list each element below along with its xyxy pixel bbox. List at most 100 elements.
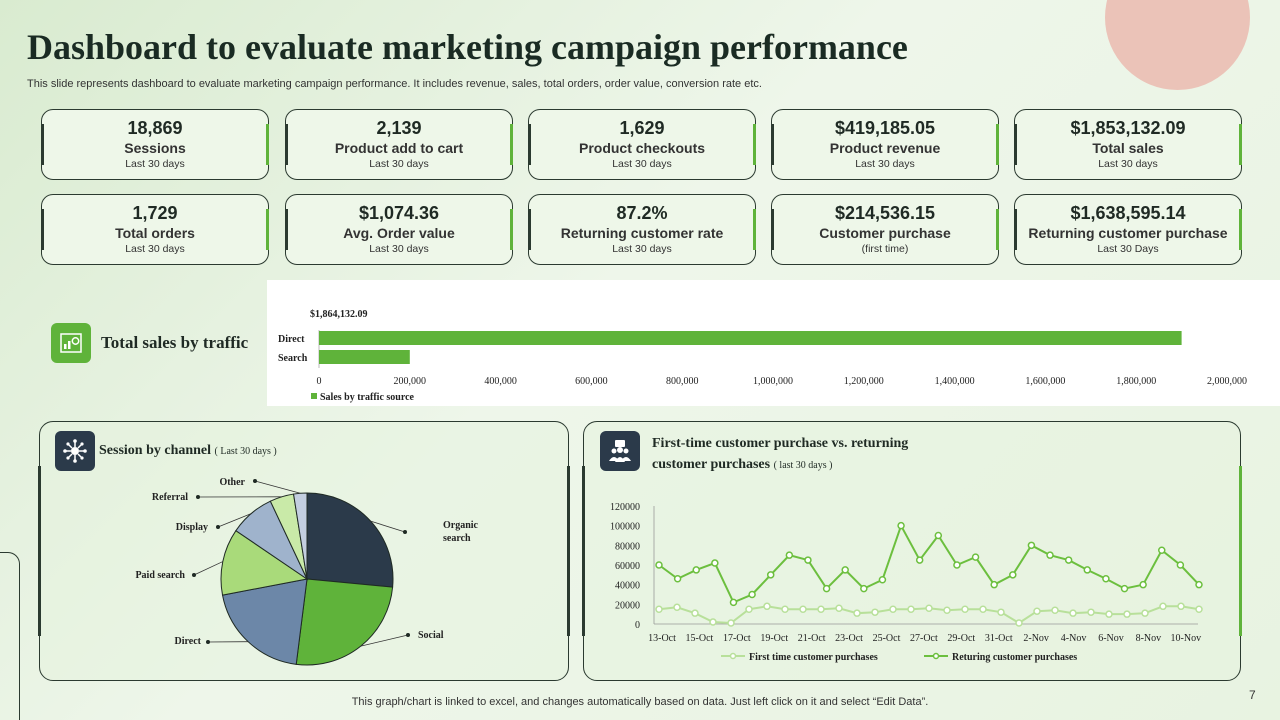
line-point-1 bbox=[934, 531, 943, 540]
kpi-value: $1,074.36 bbox=[358, 203, 440, 223]
pie-label: Referral bbox=[152, 492, 188, 503]
pie-slice-other bbox=[292, 492, 308, 580]
session-by-channel-panel: Session by channel ( Last 30 days ) Orga… bbox=[38, 421, 570, 681]
decorative-circle bbox=[1105, 0, 1250, 90]
kpi-card-product-revenue: $419,185.05 Product revenue Last 30 days bbox=[771, 109, 999, 180]
kpi-card-total-orders: 1,729 Total orders Last 30 days bbox=[41, 194, 269, 265]
line-point-1 bbox=[692, 566, 700, 574]
line-point-0 bbox=[655, 605, 663, 613]
pie-slice-social bbox=[295, 578, 394, 666]
line-point-1 bbox=[860, 584, 868, 593]
line-legend-label: Returing customer purchases bbox=[952, 652, 1077, 663]
kpi-value: $1,638,595.14 bbox=[1070, 203, 1186, 223]
pie-leader-dot bbox=[253, 479, 257, 483]
line-legend-marker bbox=[729, 652, 737, 660]
line-point-1 bbox=[729, 598, 738, 607]
bar-x-tick: 0 bbox=[317, 376, 322, 387]
line-series-1 bbox=[658, 523, 1200, 604]
line-point-0 bbox=[817, 605, 825, 613]
line-point-1 bbox=[1139, 580, 1147, 589]
line-point-0 bbox=[889, 605, 897, 613]
kpi-card-returning-purchase: $1,638,595.14 Returning customer purchas… bbox=[1014, 194, 1242, 265]
line-point-1 bbox=[748, 590, 756, 599]
kpi-period: (first time) bbox=[861, 243, 909, 255]
line-point-0 bbox=[1069, 609, 1077, 617]
kpi-period: Last 30 days bbox=[125, 243, 185, 255]
kpi-period: Last 30 days bbox=[125, 158, 185, 170]
bar-x-tick: 600,000 bbox=[575, 376, 608, 387]
line-point-1 bbox=[766, 571, 775, 579]
kpi-value: $1,853,132.09 bbox=[1070, 118, 1186, 138]
line-point-0 bbox=[745, 605, 753, 613]
line-point-1 bbox=[915, 556, 924, 564]
line-point-0 bbox=[907, 605, 915, 613]
bar-search bbox=[319, 350, 410, 364]
line-point-1 bbox=[1176, 561, 1185, 569]
session-pie-svg: Organic search Social Direct Paid search Disp… bbox=[135, 477, 479, 666]
decorative-frame bbox=[0, 552, 20, 720]
kpi-period: Last 30 days bbox=[612, 243, 672, 255]
page-number: 7 bbox=[1249, 688, 1256, 702]
line-point-0 bbox=[1051, 606, 1059, 614]
session-title-text: Session by channel bbox=[99, 443, 212, 458]
page-subtitle: This slide represents dashboard to evalu… bbox=[27, 78, 762, 90]
pie-label: Display bbox=[176, 522, 208, 533]
line-point-1 bbox=[971, 553, 980, 561]
pie-leader-dot bbox=[196, 495, 200, 499]
line-x-tick: 31-Oct bbox=[985, 633, 1013, 644]
line-point-0 bbox=[799, 605, 807, 613]
line-point-1 bbox=[1064, 556, 1073, 564]
line-point-0 bbox=[763, 602, 771, 611]
kpi-label: Product checkouts bbox=[578, 140, 706, 156]
kpi-value: 1,729 bbox=[132, 203, 178, 223]
bar-x-tick: 2,000,000 bbox=[1207, 376, 1247, 387]
bar-category-label: Search bbox=[278, 353, 308, 364]
line-point-0 bbox=[853, 609, 861, 617]
bar-legend-swatch bbox=[311, 393, 317, 399]
line-y-tick: 20000 bbox=[615, 600, 640, 611]
line-point-0 bbox=[691, 609, 699, 617]
purchases-line-svg: 0 20000 40000 60000 80000 100000 120000 13-Oct 1… bbox=[610, 502, 1203, 663]
pie-label: Other bbox=[219, 477, 245, 488]
line-point-1 bbox=[990, 580, 998, 589]
line-x-tick: 19-Oct bbox=[760, 633, 788, 644]
line-point-1 bbox=[841, 566, 849, 574]
line-point-0 bbox=[1195, 605, 1203, 613]
line-point-0 bbox=[1087, 608, 1095, 616]
line-point-0 bbox=[1105, 610, 1113, 618]
bar-x-tick: 1,400,000 bbox=[935, 376, 975, 387]
pie-slice-paid-search bbox=[220, 529, 309, 596]
kpi-value: 87.2% bbox=[616, 203, 668, 223]
kpi-value: $419,185.05 bbox=[834, 118, 936, 138]
pie-leader-line bbox=[370, 520, 406, 533]
kpi-period: Last 30 Days bbox=[1097, 243, 1159, 255]
line-point-0 bbox=[943, 606, 951, 614]
line-legend-label: First time customer purchases bbox=[749, 652, 878, 663]
kpi-value: 2,139 bbox=[376, 118, 422, 138]
kpi-card-add-to-cart: 2,139 Product add to cart Last 30 days bbox=[285, 109, 513, 180]
purchases-period: ( last 30 days ) bbox=[773, 460, 833, 471]
pie-leader-line bbox=[360, 634, 409, 647]
kpi-card-customer-purchase: $214,536.15 Customer purchase (first tim… bbox=[771, 194, 999, 265]
kpi-card-checkouts: 1,629 Product checkouts Last 30 days bbox=[528, 109, 756, 180]
line-point-1 bbox=[1046, 551, 1054, 559]
pie-label: Organic bbox=[443, 520, 479, 531]
footer-note: This graph/chart is linked to excel, and… bbox=[351, 696, 929, 708]
line-point-0 bbox=[997, 608, 1005, 616]
line-x-tick: 23-Oct bbox=[835, 633, 863, 644]
line-x-tick: 13-Oct bbox=[648, 633, 676, 644]
kpi-period: Last 30 days bbox=[369, 158, 429, 170]
kpi-label: Returning customer purchase bbox=[1028, 225, 1228, 241]
bar-direct bbox=[319, 331, 1182, 345]
kpi-value: 1,629 bbox=[619, 118, 665, 138]
bar-x-tick: 1,800,000 bbox=[1116, 376, 1156, 387]
kpi-label: Avg. Order value bbox=[343, 225, 455, 241]
line-x-tick: 6-Nov bbox=[1098, 633, 1124, 644]
pie-leader-dot bbox=[406, 633, 410, 637]
line-point-0 bbox=[1177, 602, 1185, 611]
line-point-1 bbox=[878, 576, 887, 584]
line-point-1 bbox=[1027, 541, 1036, 550]
line-point-1 bbox=[953, 561, 961, 569]
line-y-tick: 80000 bbox=[615, 541, 640, 552]
sales-chart-icon bbox=[51, 323, 91, 363]
